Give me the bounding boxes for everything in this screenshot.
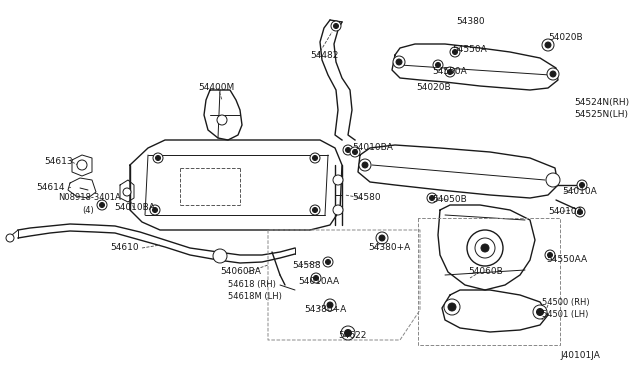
- Text: 54618M (LH): 54618M (LH): [228, 292, 282, 301]
- Circle shape: [333, 23, 339, 29]
- Circle shape: [475, 238, 495, 258]
- Text: 54010BA: 54010BA: [114, 203, 155, 212]
- Circle shape: [6, 234, 14, 242]
- Circle shape: [333, 175, 343, 185]
- Circle shape: [435, 62, 440, 67]
- Text: 54482: 54482: [310, 51, 339, 60]
- Text: (4): (4): [82, 205, 93, 215]
- Circle shape: [444, 299, 460, 315]
- Circle shape: [393, 56, 405, 68]
- Circle shape: [311, 273, 321, 283]
- Circle shape: [344, 330, 351, 337]
- Circle shape: [481, 244, 489, 252]
- Circle shape: [452, 49, 458, 55]
- Circle shape: [327, 302, 333, 308]
- Circle shape: [547, 68, 559, 80]
- Circle shape: [153, 153, 163, 163]
- Circle shape: [312, 208, 317, 212]
- Circle shape: [310, 205, 320, 215]
- Circle shape: [326, 260, 330, 264]
- Circle shape: [343, 145, 353, 155]
- Text: 54613: 54613: [44, 157, 72, 167]
- Circle shape: [536, 308, 543, 315]
- Circle shape: [546, 173, 560, 187]
- Circle shape: [362, 162, 368, 168]
- Text: 54550AA: 54550AA: [546, 256, 587, 264]
- Circle shape: [331, 21, 341, 31]
- Circle shape: [333, 205, 343, 215]
- Text: 54610: 54610: [110, 244, 139, 253]
- Circle shape: [579, 183, 584, 187]
- Circle shape: [542, 39, 554, 51]
- Circle shape: [448, 303, 456, 311]
- Circle shape: [577, 180, 587, 190]
- Circle shape: [545, 250, 555, 260]
- Text: 54010AA: 54010AA: [298, 278, 339, 286]
- Circle shape: [312, 155, 317, 160]
- Text: 54020B: 54020B: [416, 83, 451, 93]
- Text: 54010A: 54010A: [562, 187, 596, 196]
- Text: 54010BA: 54010BA: [352, 144, 393, 153]
- Text: N08918-3401A: N08918-3401A: [58, 193, 121, 202]
- Circle shape: [323, 257, 333, 267]
- Circle shape: [427, 193, 437, 203]
- Text: 54614: 54614: [36, 183, 65, 192]
- Circle shape: [152, 208, 157, 212]
- Circle shape: [346, 148, 351, 153]
- Circle shape: [433, 60, 443, 70]
- Circle shape: [550, 71, 556, 77]
- Text: 54550A: 54550A: [432, 67, 467, 77]
- Circle shape: [575, 207, 585, 217]
- Circle shape: [376, 232, 388, 244]
- Circle shape: [314, 276, 319, 280]
- Circle shape: [447, 70, 452, 74]
- Circle shape: [445, 67, 455, 77]
- Text: 54380+A: 54380+A: [304, 305, 346, 314]
- Text: 54010A: 54010A: [548, 208, 583, 217]
- Text: 54550A: 54550A: [452, 45, 487, 55]
- Text: 54622: 54622: [338, 330, 366, 340]
- Circle shape: [533, 305, 547, 319]
- Circle shape: [217, 115, 227, 125]
- Text: 54060B: 54060B: [468, 267, 503, 276]
- Circle shape: [429, 196, 435, 201]
- Circle shape: [353, 150, 358, 154]
- Text: 54618 (RH): 54618 (RH): [228, 280, 276, 289]
- Text: 54400M: 54400M: [198, 83, 234, 93]
- Text: 54060BA: 54060BA: [220, 267, 261, 276]
- Circle shape: [547, 253, 552, 257]
- Circle shape: [97, 200, 107, 210]
- Text: 54500 (RH): 54500 (RH): [542, 298, 589, 307]
- Circle shape: [545, 42, 551, 48]
- Circle shape: [341, 326, 355, 340]
- Text: 54524N(RH): 54524N(RH): [574, 97, 629, 106]
- Text: 54380+A: 54380+A: [368, 244, 410, 253]
- Circle shape: [396, 59, 402, 65]
- Circle shape: [99, 202, 104, 208]
- Text: 54050B: 54050B: [432, 196, 467, 205]
- Circle shape: [450, 47, 460, 57]
- Circle shape: [310, 153, 320, 163]
- Text: 54380: 54380: [456, 17, 484, 26]
- Circle shape: [77, 160, 87, 170]
- Text: 54501 (LH): 54501 (LH): [542, 310, 588, 318]
- Text: 54588: 54588: [292, 260, 321, 269]
- Circle shape: [156, 155, 161, 160]
- Text: 54020B: 54020B: [548, 33, 582, 42]
- Circle shape: [324, 299, 336, 311]
- Circle shape: [379, 235, 385, 241]
- Text: J40101JA: J40101JA: [560, 350, 600, 359]
- Circle shape: [150, 205, 160, 215]
- Circle shape: [467, 230, 503, 266]
- Text: 54525N(LH): 54525N(LH): [574, 109, 628, 119]
- Circle shape: [577, 209, 582, 215]
- Text: 54580: 54580: [352, 193, 381, 202]
- Circle shape: [350, 147, 360, 157]
- Circle shape: [213, 249, 227, 263]
- Circle shape: [123, 188, 131, 196]
- Circle shape: [359, 159, 371, 171]
